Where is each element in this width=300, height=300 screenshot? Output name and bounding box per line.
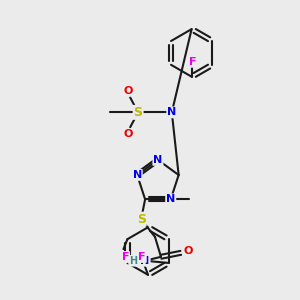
Text: H: H: [129, 256, 137, 266]
Text: F: F: [122, 252, 129, 262]
Text: O: O: [124, 129, 133, 139]
Text: F: F: [138, 252, 146, 262]
Text: N: N: [133, 170, 142, 180]
Text: S: S: [137, 213, 146, 226]
Text: N: N: [140, 256, 150, 266]
Text: N: N: [167, 107, 176, 117]
Text: F: F: [189, 57, 196, 67]
Text: N: N: [166, 194, 176, 204]
Text: N: N: [153, 155, 163, 165]
Text: S: S: [134, 106, 142, 119]
Text: O: O: [124, 85, 133, 96]
Text: O: O: [183, 246, 192, 256]
